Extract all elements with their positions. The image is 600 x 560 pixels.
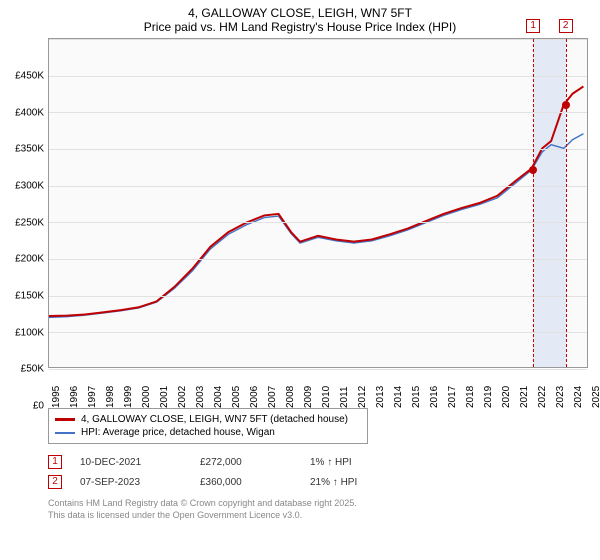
chart-area: 12 £0£50K£100K£150K£200K£250K£300K£350K£… xyxy=(0,38,600,398)
txn-price: £360,000 xyxy=(200,477,310,488)
y-tick-label: £350K xyxy=(15,144,44,155)
txn-delta: 21% ↑ HPI xyxy=(310,477,410,488)
marker-line xyxy=(533,39,534,367)
gridline xyxy=(49,259,587,260)
title-line-1: 4, GALLOWAY CLOSE, LEIGH, WN7 5FT xyxy=(0,6,600,20)
gridline xyxy=(49,112,587,113)
x-tick-label: 2008 xyxy=(285,386,296,408)
legend-item: 4, GALLOWAY CLOSE, LEIGH, WN7 5FT (detac… xyxy=(55,413,361,426)
y-tick-label: £300K xyxy=(15,181,44,192)
table-row: 2 07-SEP-2023 £360,000 21% ↑ HPI xyxy=(48,472,410,492)
x-tick-label: 2012 xyxy=(357,386,368,408)
txn-number-box: 2 xyxy=(48,475,62,489)
x-tick-label: 1995 xyxy=(51,386,62,408)
table-row: 1 10-DEC-2021 £272,000 1% ↑ HPI xyxy=(48,452,410,472)
x-tick-label: 2007 xyxy=(267,386,278,408)
gridline xyxy=(49,296,587,297)
x-tick-label: 2005 xyxy=(231,386,242,408)
legend-swatch xyxy=(55,418,75,421)
y-tick-label: £150K xyxy=(15,291,44,302)
x-tick-label: 2004 xyxy=(213,386,224,408)
footer-line-2: This data is licensed under the Open Gov… xyxy=(48,510,357,522)
x-tick-label: 2017 xyxy=(447,386,458,408)
x-tick-label: 2010 xyxy=(321,386,332,408)
x-tick-label: 2020 xyxy=(501,386,512,408)
x-tick-label: 2019 xyxy=(483,386,494,408)
marker-line xyxy=(566,39,567,367)
x-tick-label: 2018 xyxy=(465,386,476,408)
txn-delta: 1% ↑ HPI xyxy=(310,457,410,468)
gridline xyxy=(49,186,587,187)
y-tick-label: £0 xyxy=(33,401,44,412)
x-tick-label: 2016 xyxy=(429,386,440,408)
gridline xyxy=(49,149,587,150)
title-line-2: Price paid vs. HM Land Registry's House … xyxy=(0,20,600,34)
x-tick-label: 2006 xyxy=(249,386,260,408)
marker-dot xyxy=(529,166,537,174)
footer-attribution: Contains HM Land Registry data © Crown c… xyxy=(48,498,357,521)
x-tick-label: 2024 xyxy=(573,386,584,408)
marker-dot xyxy=(562,101,570,109)
y-tick-label: £50K xyxy=(21,364,44,375)
x-tick-label: 1997 xyxy=(87,386,98,408)
txn-number-box: 1 xyxy=(48,455,62,469)
y-tick-label: £100K xyxy=(15,327,44,338)
x-tick-label: 2001 xyxy=(159,386,170,408)
legend: 4, GALLOWAY CLOSE, LEIGH, WN7 5FT (detac… xyxy=(48,408,368,444)
series-line xyxy=(49,86,583,316)
gridline xyxy=(49,332,587,333)
chart-title: 4, GALLOWAY CLOSE, LEIGH, WN7 5FT Price … xyxy=(0,0,600,34)
gridline xyxy=(49,39,587,40)
legend-swatch xyxy=(55,432,75,434)
x-tick-label: 2002 xyxy=(177,386,188,408)
x-tick-label: 2021 xyxy=(519,386,530,408)
y-tick-label: £400K xyxy=(15,107,44,118)
marker-number-box: 2 xyxy=(559,19,573,33)
x-tick-label: 2000 xyxy=(141,386,152,408)
transactions-table: 1 10-DEC-2021 £272,000 1% ↑ HPI 2 07-SEP… xyxy=(48,452,410,492)
x-tick-label: 2023 xyxy=(555,386,566,408)
x-tick-label: 2025 xyxy=(591,386,600,408)
x-tick-label: 1996 xyxy=(69,386,80,408)
marker-number-box: 1 xyxy=(526,19,540,33)
legend-label: 4, GALLOWAY CLOSE, LEIGH, WN7 5FT (detac… xyxy=(81,414,348,425)
footer-line-1: Contains HM Land Registry data © Crown c… xyxy=(48,498,357,510)
legend-item: HPI: Average price, detached house, Wiga… xyxy=(55,426,361,439)
x-tick-label: 2011 xyxy=(339,386,350,408)
txn-date: 07-SEP-2023 xyxy=(80,477,200,488)
y-tick-label: £250K xyxy=(15,217,44,228)
gridline xyxy=(49,222,587,223)
x-tick-label: 2013 xyxy=(375,386,386,408)
x-tick-label: 2014 xyxy=(393,386,404,408)
x-tick-label: 1998 xyxy=(105,386,116,408)
legend-label: HPI: Average price, detached house, Wiga… xyxy=(81,427,275,438)
y-tick-label: £200K xyxy=(15,254,44,265)
line-layer xyxy=(49,39,587,367)
series-line xyxy=(49,134,583,318)
plot-area: 12 xyxy=(48,38,588,368)
gridline xyxy=(49,76,587,77)
gridline xyxy=(49,369,587,370)
txn-price: £272,000 xyxy=(200,457,310,468)
x-tick-label: 2015 xyxy=(411,386,422,408)
x-tick-label: 1999 xyxy=(123,386,134,408)
x-tick-label: 2009 xyxy=(303,386,314,408)
y-tick-label: £450K xyxy=(15,71,44,82)
x-tick-label: 2003 xyxy=(195,386,206,408)
x-tick-label: 2022 xyxy=(537,386,548,408)
txn-date: 10-DEC-2021 xyxy=(80,457,200,468)
